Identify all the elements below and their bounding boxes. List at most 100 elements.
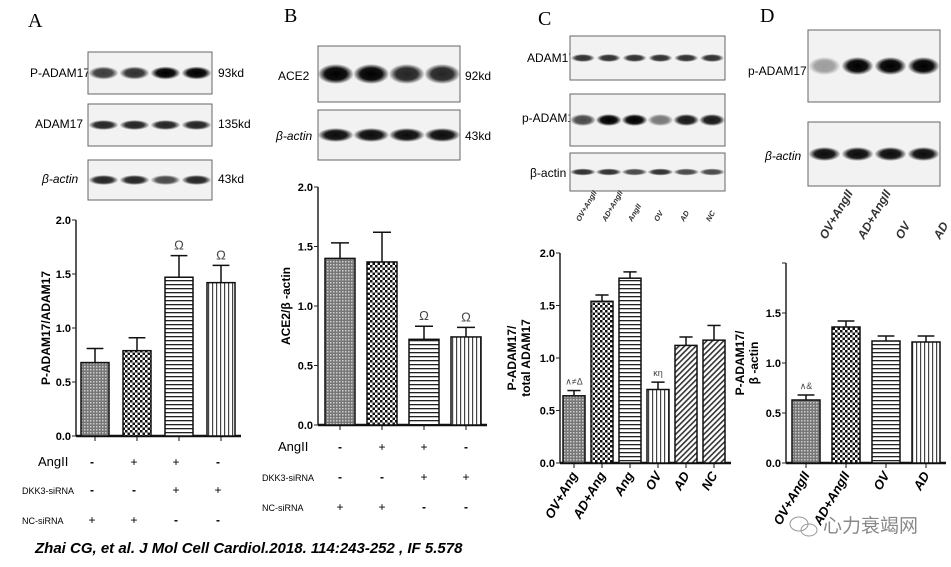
bar-b-3 [408, 338, 440, 426]
condition-sign-b: + [378, 440, 385, 454]
bar-c-4 [646, 388, 670, 464]
blot-band [424, 64, 461, 84]
blot-band [150, 120, 181, 130]
blot-band [699, 168, 726, 176]
x-tick-label-d: OV+AngII [770, 469, 813, 528]
bar-a-4 [206, 281, 236, 437]
significance-mark: Ω [216, 247, 226, 262]
y-tick-label-a: 1.0 [56, 323, 71, 335]
condition-label-b: DKK3-siRNA [262, 473, 314, 483]
blot-band [388, 128, 425, 142]
blot-band [119, 120, 150, 130]
condition-sign-a: - [216, 513, 220, 527]
blot-band [388, 64, 425, 84]
y-tick-label-c: 2.0 [540, 248, 555, 260]
blot-label-b-actin: β-actin [275, 129, 313, 143]
condition-sign-a: + [172, 483, 179, 497]
blot-label-d-actin: β-actin [764, 149, 802, 163]
y-axis-label-c: total ADAM17 [519, 319, 533, 397]
y-tick-label-c: 1.0 [540, 353, 555, 365]
x-tick-label-c: OV [642, 468, 665, 493]
blot-band [621, 114, 648, 126]
blot-label-a-p-adam17: P-ADAM17 [30, 66, 90, 80]
y-tick-label-b: 1.0 [298, 301, 313, 313]
y-tick-label-d: 0.0 [766, 458, 781, 470]
y-tick-label-a: 1.5 [56, 269, 71, 281]
lane-label-c: OV [652, 208, 666, 223]
blot-band [841, 57, 874, 75]
condition-sign-b: - [464, 440, 468, 454]
bar-b-4 [450, 336, 482, 426]
bar-b-1 [324, 257, 356, 426]
blot-band [181, 120, 212, 130]
x-tick-label-c: Ang [610, 469, 636, 499]
blot-band [647, 114, 674, 126]
wechat-icon [789, 516, 818, 537]
significance-mark: Ω [174, 238, 184, 253]
lane-label-d: OV+AngII [816, 187, 856, 242]
bar-a-1 [80, 361, 110, 437]
bar-a-3 [164, 276, 194, 437]
condition-sign-b: + [420, 440, 427, 454]
condition-label-b: AngII [278, 439, 308, 454]
blot-band [317, 128, 354, 142]
significance-mark: ∧& [800, 381, 813, 391]
blot-band [150, 175, 181, 185]
panel-label-a: A [28, 10, 43, 32]
blot-band [570, 54, 595, 62]
x-tick-label-c: NC [698, 468, 721, 492]
lane-label-c: NC [704, 209, 718, 223]
condition-sign-b: - [422, 500, 426, 514]
blot-band [874, 57, 907, 75]
condition-sign-b: + [378, 500, 385, 514]
blot-band [874, 147, 907, 161]
blot-c-adam17 [569, 35, 726, 81]
watermark-text: 心力衰竭网 [823, 515, 918, 537]
blot-band [907, 57, 940, 75]
y-tick-label-c: 0.5 [540, 406, 555, 418]
y-tick-label-d: 0.5 [766, 408, 781, 420]
bar-c-5 [674, 344, 698, 464]
blot-band [569, 168, 596, 176]
y-tick-label-d: 1.5 [766, 308, 781, 320]
blot-band [673, 114, 700, 126]
blot-band [353, 64, 390, 84]
blot-band [88, 120, 119, 130]
lane-label-c: OV+AngII [574, 188, 599, 223]
lane-label-c: AD+AngII [599, 188, 625, 224]
y-tick-label-b: 0.0 [298, 420, 313, 432]
y-axis-label-d: β -actin [747, 342, 761, 385]
bar-d-2 [831, 326, 861, 464]
condition-sign-b: + [420, 470, 427, 484]
x-tick-label-c: AD [670, 468, 693, 493]
y-tick-label-b: 1.5 [298, 242, 313, 254]
condition-sign-b: - [338, 470, 342, 484]
condition-sign-a: - [216, 455, 220, 469]
blot-band [88, 175, 119, 185]
condition-label-a: DKK3-siRNA [22, 486, 74, 496]
lane-label-d: AD+AngII [854, 187, 894, 242]
blot-size-a-actin: 43kd [218, 172, 244, 186]
blot-band [317, 64, 354, 84]
significance-mark: Ω [461, 309, 471, 324]
blot-band [569, 114, 596, 126]
significance-mark: κη [653, 368, 663, 378]
y-axis-label-d: P-ADAM17/ [733, 330, 747, 395]
bar-c-1 [562, 395, 586, 464]
bar-b-2 [366, 261, 398, 426]
blot-label-d-p-adam17: p-ADAM17 [748, 64, 807, 78]
significance-mark: ∧≠Δ [565, 377, 583, 387]
blot-band [181, 66, 212, 80]
y-axis-label-a: P-ADAM17/ADAM17 [39, 271, 53, 385]
y-axis-label-c: P-ADAM17/ [505, 325, 519, 390]
bar-a-2 [122, 349, 152, 437]
lane-label-c: AngII [625, 201, 643, 223]
blot-band [119, 66, 150, 80]
blot-band [907, 147, 940, 161]
blot-band [595, 168, 622, 176]
blot-band [699, 114, 726, 126]
condition-sign-b: - [464, 500, 468, 514]
condition-sign-a: - [132, 483, 136, 497]
bar-c-3 [618, 277, 642, 464]
